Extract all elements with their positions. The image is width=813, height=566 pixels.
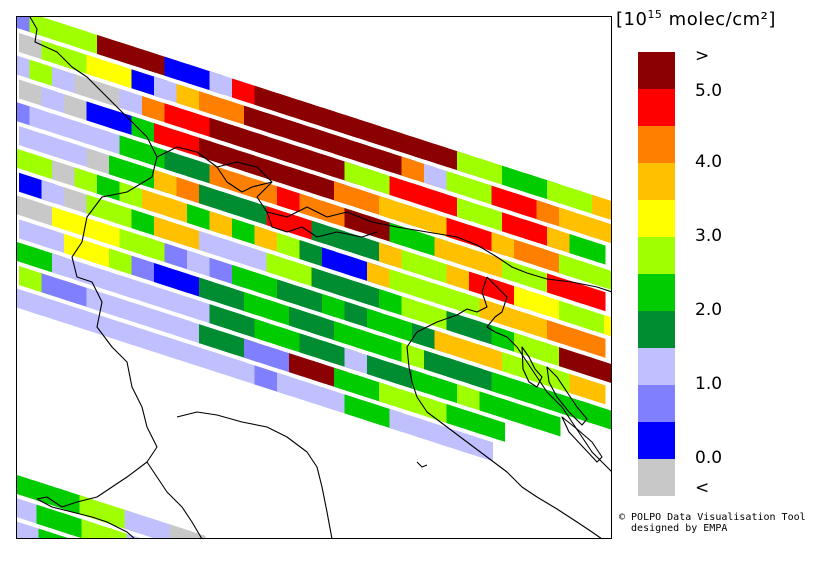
pixel-cell (457, 430, 493, 462)
legend-swatch-3 (638, 163, 675, 200)
legend-swatch-7 (638, 311, 675, 348)
legend-swatch-10 (638, 422, 675, 459)
satellite-pixels (17, 17, 612, 539)
legend-label-2: 2.0 (695, 300, 723, 320)
pixel-cell (569, 327, 606, 358)
legend-swatch-1 (638, 89, 675, 126)
legend-unit: [1015 molec/cm²] (616, 8, 776, 30)
credit-text: © POLPO Data Visualisation Tool designed… (619, 512, 806, 534)
map-area (17, 17, 612, 539)
unit-suffix: molec/cm²] (662, 9, 776, 30)
legend-swatch-4 (638, 200, 675, 237)
pixel-cell (569, 373, 606, 405)
legend-label-5: 5.0 (695, 81, 723, 101)
pixel-cell (569, 280, 606, 312)
pixel-cell (581, 401, 612, 430)
pixel-cell (581, 354, 612, 384)
unit-exponent: 15 (647, 8, 663, 21)
legend-label-3: 3.0 (695, 226, 723, 246)
credit-line-1: © POLPO Data Visualisation Tool (619, 512, 806, 523)
pixel-cell (169, 524, 206, 539)
pixel-cell (581, 261, 612, 291)
legend-label-over: > (695, 46, 710, 66)
pixel-cell (469, 411, 505, 442)
legend-label-4: 4.0 (695, 152, 723, 172)
unit-prefix: [10 (616, 9, 648, 30)
legend-swatch-2 (638, 126, 675, 163)
coastline-borders (29, 17, 612, 539)
pixel-cell (38, 528, 71, 539)
pixel-cell (524, 405, 561, 437)
map-canvas (17, 17, 612, 539)
pixel-cell (569, 234, 606, 265)
legend-swatch-0 (638, 52, 675, 89)
credit-line-2: designed by EMPA (619, 523, 728, 534)
pixel-cell (604, 315, 612, 337)
legend-label-1: 1.0 (695, 374, 723, 394)
legend-label-under: < (695, 478, 710, 498)
legend-label-0: 0.0 (695, 448, 723, 468)
legend-swatch-11 (638, 459, 675, 496)
legend-swatch-5 (638, 237, 675, 274)
pixel-cell (581, 214, 612, 244)
legend-swatch-8 (638, 348, 675, 385)
legend-swatch-9 (638, 385, 675, 422)
pixel-cell (592, 194, 612, 221)
legend-swatch-6 (638, 274, 675, 311)
color-legend (638, 52, 675, 496)
